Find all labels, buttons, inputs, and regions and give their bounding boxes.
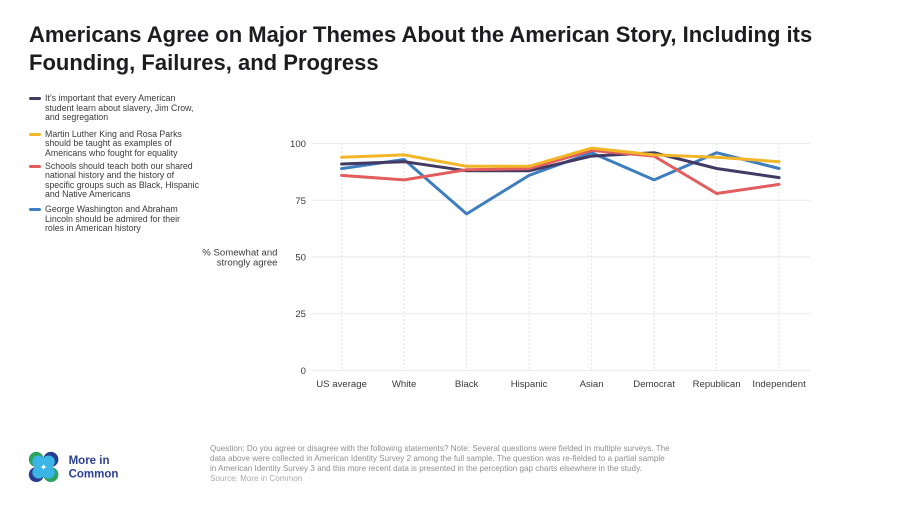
svg-text:White: White [392,379,417,390]
svg-text:Republican: Republican [693,379,741,390]
svg-text:100: 100 [290,139,306,150]
svg-text:25: 25 [295,309,306,320]
svg-text:Independent: Independent [752,379,806,390]
svg-text:0: 0 [301,366,306,377]
svg-text:Asian: Asian [580,379,604,390]
svg-text:75: 75 [295,196,306,207]
svg-text:More in: More in [69,455,110,467]
svg-text:Hispanic: Hispanic [511,379,548,390]
svg-text:50: 50 [295,253,306,264]
svg-text:% Somewhat and: % Somewhat and [202,248,277,259]
svg-text:Democrat: Democrat [633,379,675,390]
svg-text:Black: Black [455,379,479,390]
svg-text:strongly agree: strongly agree [217,258,278,269]
svg-text:Common: Common [69,468,119,480]
svg-text:US average: US average [316,379,367,390]
